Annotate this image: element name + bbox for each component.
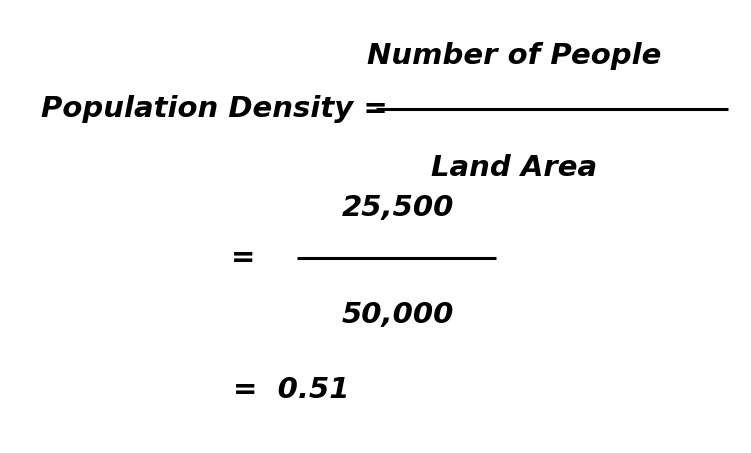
Text: Land Area: Land Area [431, 154, 598, 182]
Text: Population Density =: Population Density = [41, 95, 388, 123]
Text: Number of People: Number of People [367, 42, 662, 70]
Text: =  0.51: = 0.51 [233, 376, 349, 404]
Text: =: = [231, 244, 255, 272]
Text: 50,000: 50,000 [342, 301, 454, 329]
Text: 25,500: 25,500 [342, 194, 454, 222]
